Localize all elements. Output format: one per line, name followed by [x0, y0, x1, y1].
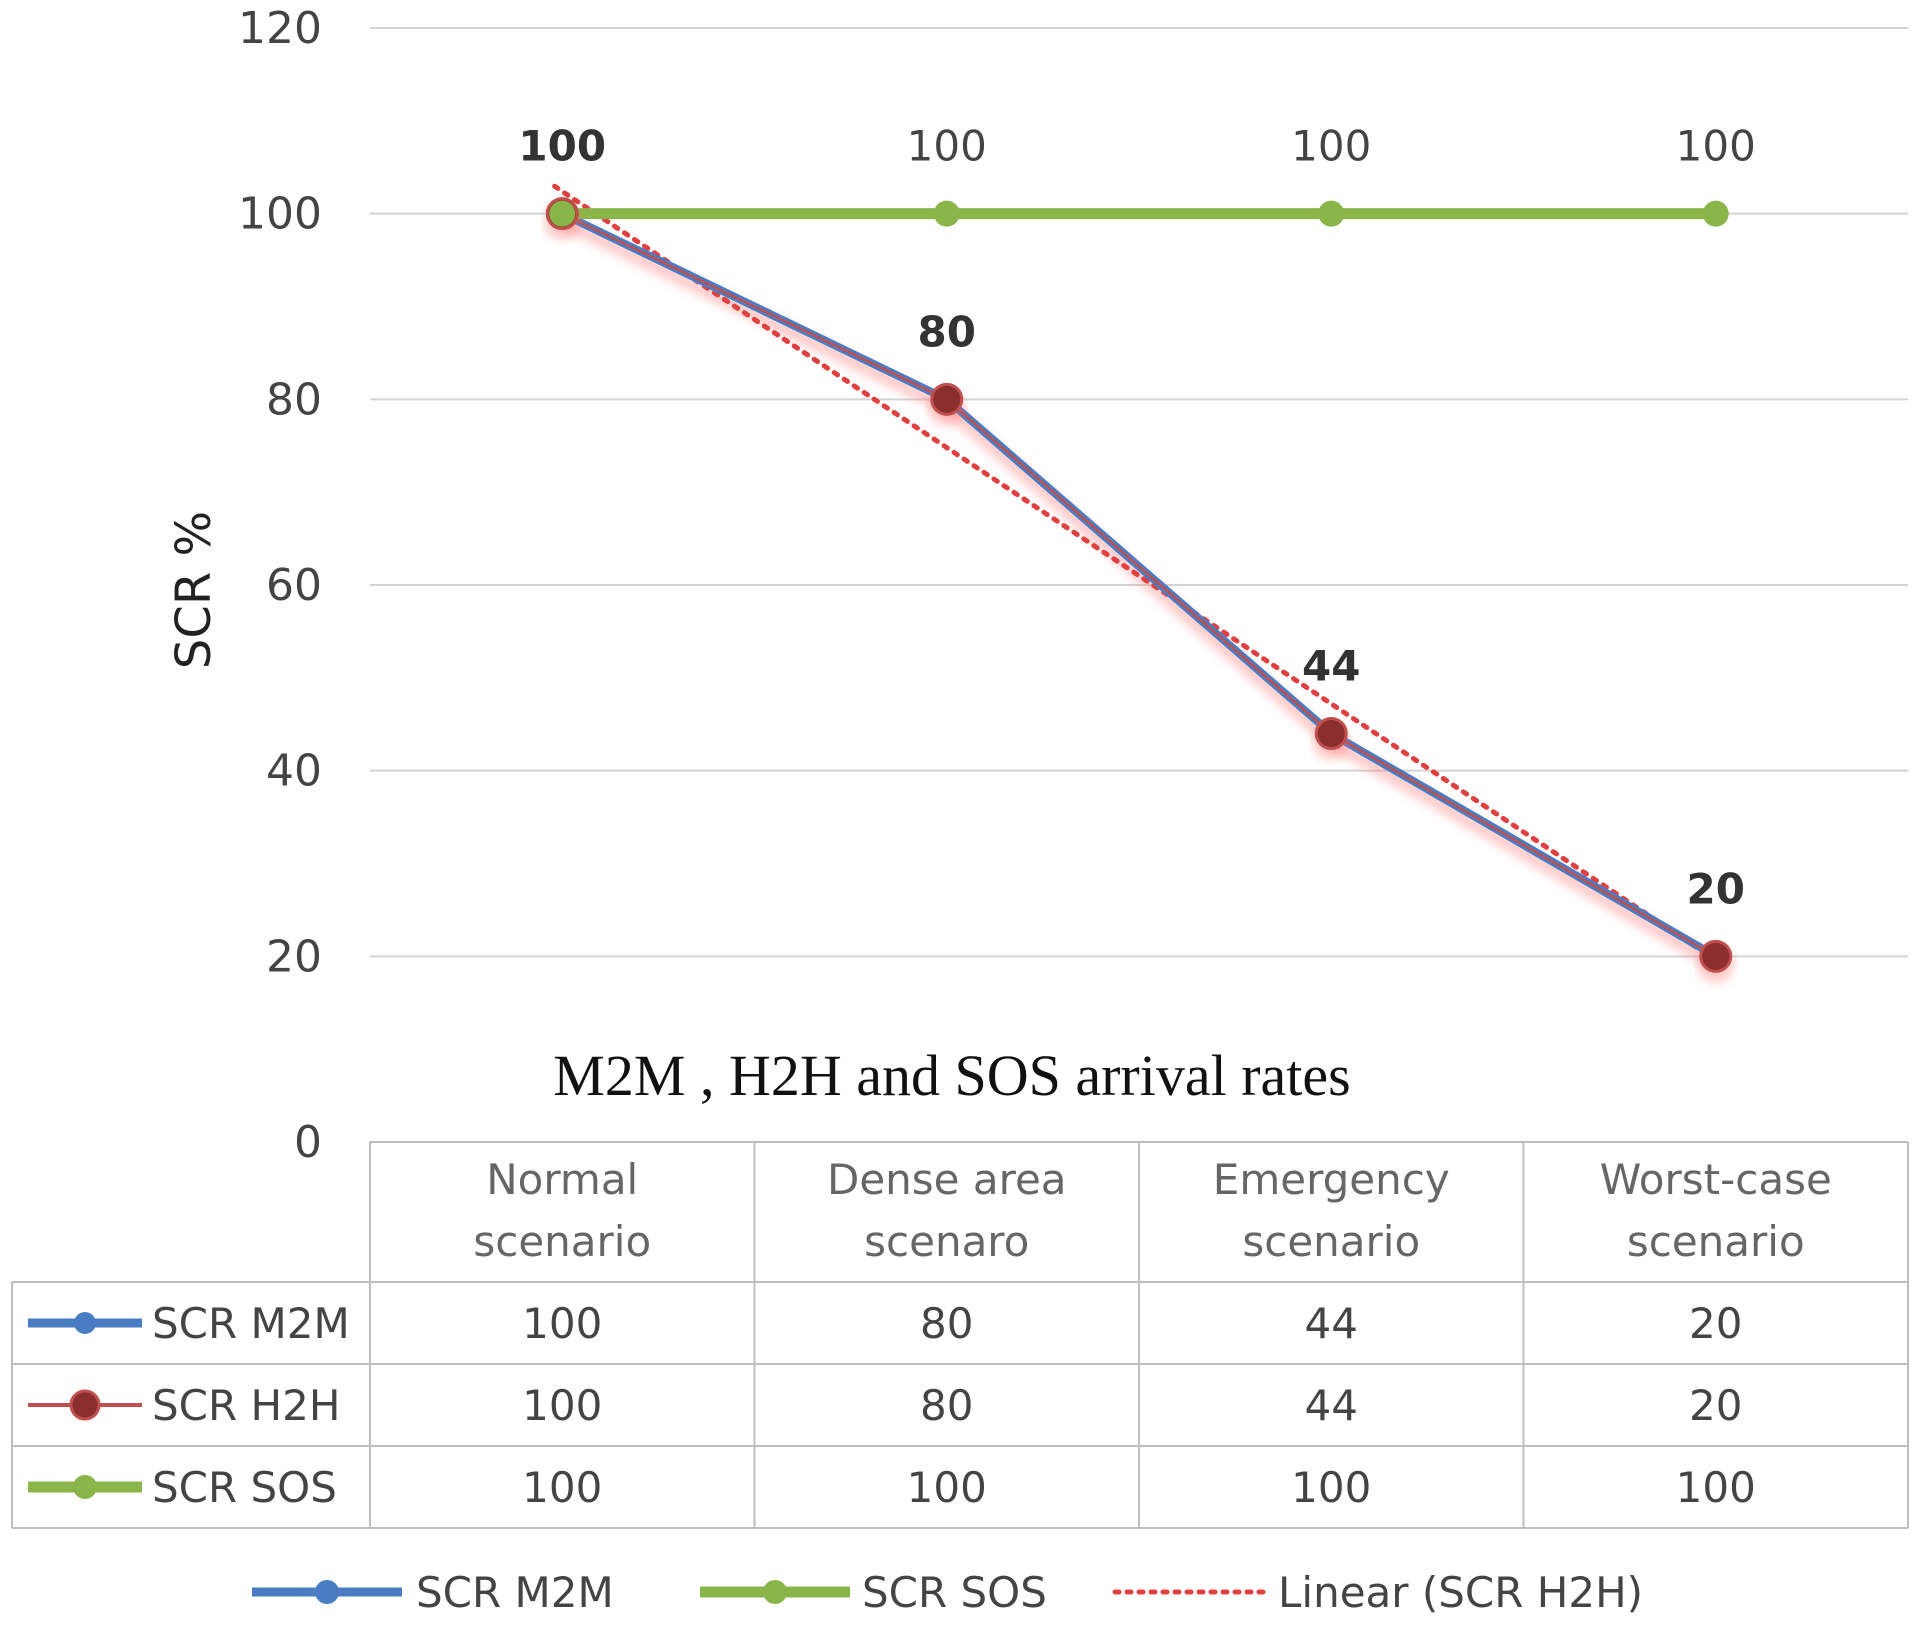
- table-cell-0-1: 80: [920, 1299, 973, 1348]
- legend-m2m-marker: [315, 1580, 339, 1604]
- table-cell-1-2: 44: [1305, 1381, 1358, 1430]
- table-header-0-line-1: scenario: [473, 1217, 651, 1266]
- y-tick-0: 0: [294, 1117, 322, 1168]
- h2h-data-label-1: 80: [918, 307, 976, 356]
- table-header-1-line-1: scenaro: [864, 1217, 1029, 1266]
- table-cell-2-0: 100: [522, 1463, 602, 1512]
- table-header-2-line-1: scenario: [1242, 1217, 1420, 1266]
- y-tick-120: 120: [238, 3, 322, 54]
- table-row-name-1: SCR H2H: [152, 1381, 340, 1430]
- y-tick-40: 40: [266, 746, 322, 797]
- table-header-2-line-0: Emergency: [1213, 1155, 1450, 1204]
- table-row-key-2: [28, 1475, 142, 1499]
- table-cell-2-2: 100: [1291, 1463, 1371, 1512]
- table-cell-2-3: 100: [1676, 1463, 1756, 1512]
- sos-data-label-1: 100: [907, 122, 987, 171]
- sos-marker-2: [1318, 200, 1345, 227]
- key-sos-marker: [73, 1475, 97, 1499]
- h2h-trendline: [552, 183, 1726, 968]
- h2h-data-label-3: 20: [1687, 864, 1745, 913]
- table-row-key-1: [28, 1389, 142, 1421]
- y-tick-20: 20: [266, 931, 322, 982]
- legend-trendline-label: Linear (SCR H2H): [1278, 1568, 1643, 1617]
- key-m2m-marker: [74, 1312, 96, 1334]
- legend-item-m2m: SCR M2M: [252, 1568, 614, 1617]
- legend-sos-label: SCR SOS: [862, 1568, 1047, 1617]
- legend: SCR M2M SCR SOS Linear (SCR H2H): [252, 1568, 1643, 1617]
- table-row-name-0: SCR M2M: [152, 1299, 350, 1348]
- series-lines: [544, 183, 1734, 983]
- sos-data-label-3: 100: [1676, 122, 1756, 171]
- y-axis-ticks: 0 20 40 60 80 100 120: [238, 3, 322, 1168]
- key-h2h-marker: [69, 1389, 101, 1421]
- y-tick-60: 60: [266, 560, 322, 611]
- y-axis-label: SCR %: [166, 511, 222, 669]
- table-row-name-2: SCR SOS: [152, 1463, 337, 1512]
- sos-data-label-2: 100: [1291, 122, 1371, 171]
- table-cell-0-3: 20: [1689, 1299, 1742, 1348]
- table-row-key-0: [28, 1312, 142, 1334]
- h2h-data-label-2: 44: [1302, 642, 1360, 691]
- table-header-3-line-0: Worst-case: [1600, 1155, 1832, 1204]
- table-cell-1-3: 20: [1689, 1381, 1742, 1430]
- legend-m2m-label: SCR M2M: [416, 1568, 614, 1617]
- h2h-line: [561, 212, 1717, 958]
- h2h-data-label-0: 100: [518, 122, 606, 171]
- table-cell-2-1: 100: [907, 1463, 987, 1512]
- table-cell-1-0: 100: [522, 1381, 602, 1430]
- table-cell-0-2: 44: [1305, 1299, 1358, 1348]
- y-tick-80: 80: [266, 374, 322, 425]
- h2h-marker-2: [1314, 717, 1348, 751]
- sos-marker-3: [1702, 200, 1729, 227]
- table-header-1-line-0: Dense area: [827, 1155, 1067, 1204]
- y-tick-100: 100: [238, 189, 322, 240]
- legend-item-trendline: Linear (SCR H2H): [1112, 1568, 1643, 1617]
- h2h-marker-3: [1699, 939, 1733, 973]
- table-cell-0-0: 100: [522, 1299, 602, 1348]
- sos-marker-0: [549, 200, 576, 227]
- table-cell-1-1: 80: [920, 1381, 973, 1430]
- legend-item-sos: SCR SOS: [700, 1568, 1047, 1617]
- table-header-0-line-0: Normal: [486, 1155, 638, 1204]
- sos-marker-1: [933, 200, 960, 227]
- legend-sos-marker: [763, 1580, 787, 1604]
- chart-title: M2M , H2H and SOS arrival rates: [553, 1043, 1350, 1108]
- data-labels: 100 100 100 100 80 44 20: [518, 122, 1755, 914]
- h2h-marker-1: [930, 382, 964, 416]
- data-table: Normal scenario Dense area scenaro Emergency…: [11, 1141, 1909, 1529]
- table-header-3-line-1: scenario: [1627, 1217, 1805, 1266]
